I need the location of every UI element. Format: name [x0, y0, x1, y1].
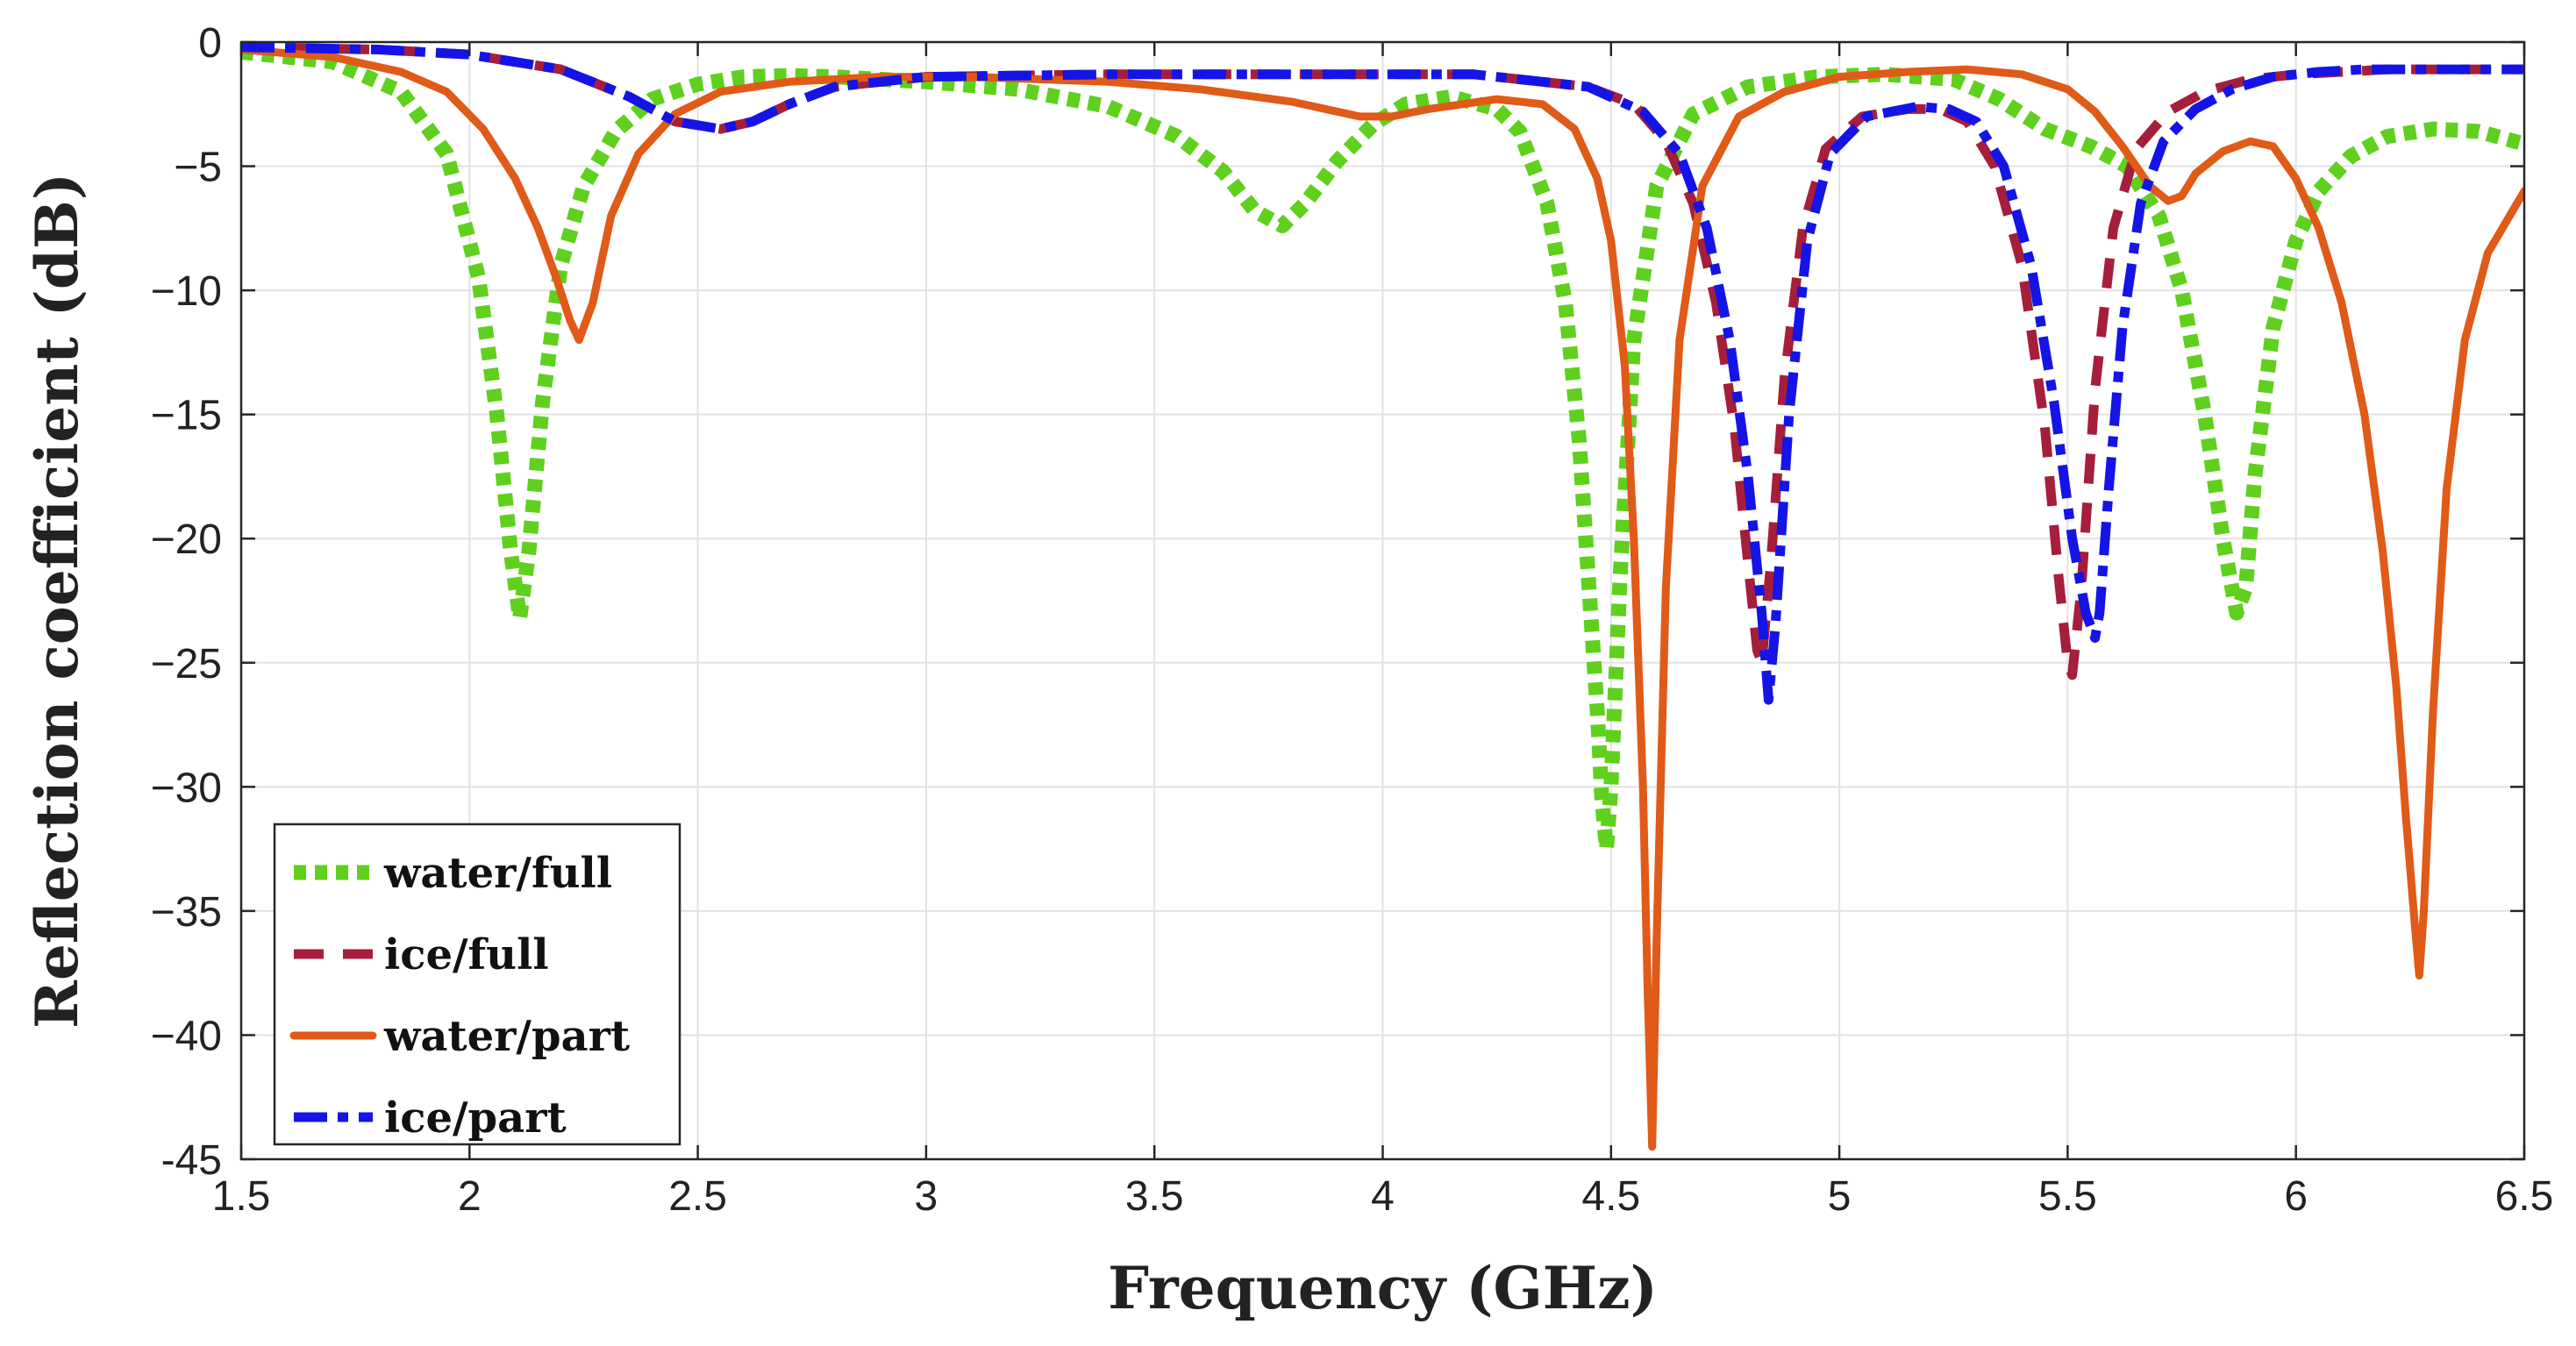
y-tick-label: −40: [151, 1013, 222, 1059]
legend-label: ice/full: [384, 930, 549, 979]
series-layer: [241, 42, 2524, 1151]
x-tick-label: 6.5: [2495, 1173, 2554, 1220]
y-tick-label: −5: [174, 145, 222, 191]
legend-item: water/part: [289, 1012, 630, 1061]
legend-label: water/part: [383, 1012, 630, 1061]
y-tick-label: −35: [151, 889, 222, 936]
legend-item: ice/part: [294, 1093, 567, 1143]
x-tick-label: 4: [1371, 1173, 1395, 1220]
x-tick-label: 3: [915, 1173, 938, 1220]
y-tick-label: -45: [161, 1137, 222, 1184]
y-axis-title: Reflection coefficient (dB): [23, 173, 91, 1029]
series-line-ice-full: [241, 42, 2524, 680]
legend-label: water/full: [383, 849, 612, 898]
legend-item: ice/full: [294, 930, 549, 979]
x-tick-label: 4.5: [1581, 1173, 1640, 1220]
x-tick-label: 2.5: [668, 1173, 727, 1220]
x-tick-label: 5: [1828, 1173, 1852, 1220]
x-tick-label: 3.5: [1125, 1173, 1184, 1220]
legend-label: ice/part: [384, 1093, 567, 1143]
x-tick-label: 2: [458, 1173, 482, 1220]
y-tick-label: −30: [151, 765, 222, 811]
y-tick-label: 0: [198, 20, 222, 67]
series-line-water-part: [241, 46, 2524, 1151]
series-line-ice-part: [241, 42, 2524, 705]
x-axis-title: Frequency (GHz): [1108, 1254, 1658, 1322]
x-axis-ticks: 1.5 2 2.5 3 3.5 4 4.5 5 5.5 6 6.5: [212, 42, 2554, 1220]
x-tick-label: 1.5: [212, 1173, 271, 1220]
x-tick-label: 6: [2284, 1173, 2308, 1220]
y-tick-label: −10: [151, 268, 222, 315]
y-tick-label: −25: [151, 641, 222, 687]
y-axis-ticks: 0 −5 −10 −15 −20 −25 −30 −35 −40 -45: [151, 20, 2524, 1184]
legend: water/full ice/full water/part ice/part: [273, 823, 681, 1146]
y-tick-label: −20: [151, 516, 222, 563]
x-tick-label: 5.5: [2038, 1173, 2097, 1220]
legend-item: water/full: [294, 849, 612, 898]
y-tick-label: −15: [151, 393, 222, 439]
